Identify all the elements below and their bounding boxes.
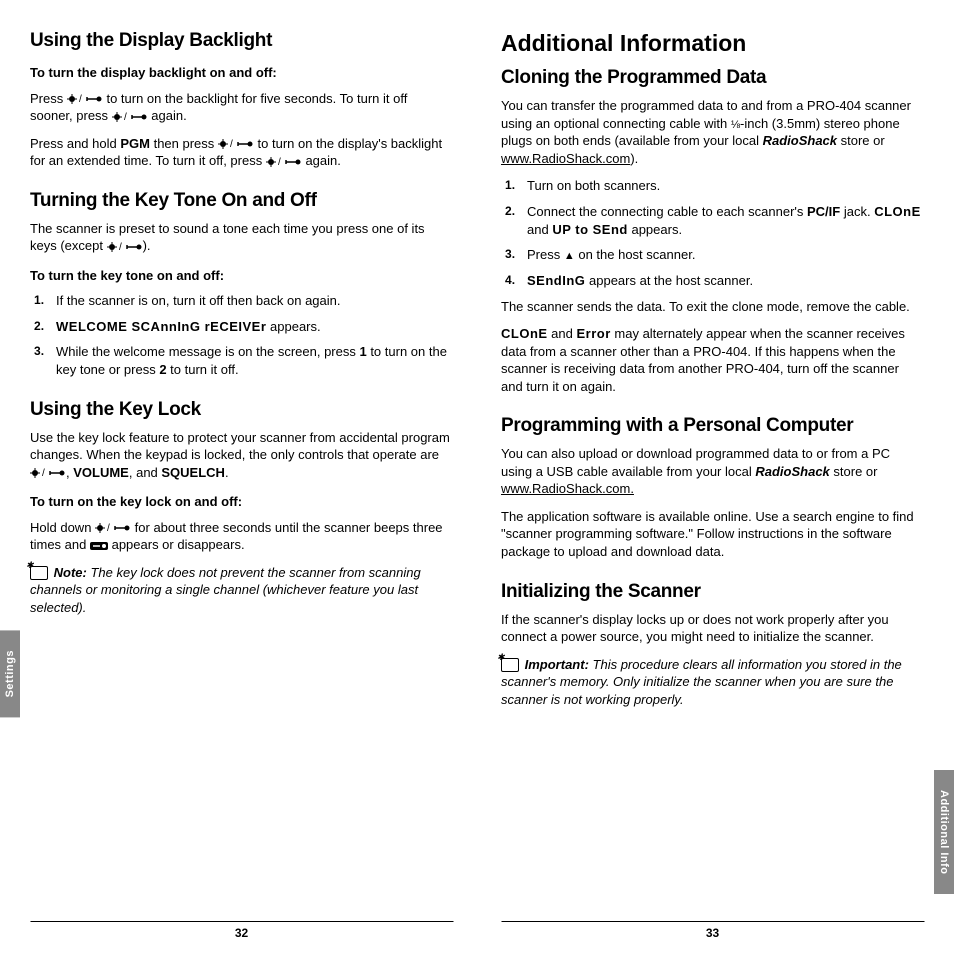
light-key-icon: /: [266, 157, 302, 167]
page-number-right: 33: [501, 921, 924, 940]
arrow-up-icon: ▲: [564, 250, 575, 262]
light-key-icon: /: [218, 139, 254, 149]
key-lock-icon: [90, 541, 108, 551]
para-pc-2: The application software is available on…: [501, 508, 924, 561]
para-cloning-1: You can transfer the programmed data to …: [501, 97, 924, 167]
list-keytone: If the scanner is on, turn it off then b…: [30, 292, 453, 378]
para-keylock-2: Hold down / for about three seconds unti…: [30, 519, 453, 554]
svg-text:/: /: [42, 468, 45, 478]
list-item: While the welcome message is on the scre…: [30, 343, 453, 378]
light-key-icon: /: [112, 112, 148, 122]
heading-additional-info: Additional Information: [501, 30, 924, 57]
svg-text:/: /: [79, 94, 82, 104]
light-key-icon: /: [30, 468, 66, 478]
heading-backlight: Using the Display Backlight: [30, 30, 453, 52]
note-keylock: Note: The key lock does not prevent the …: [30, 564, 453, 617]
para-cloning-3: CLOnE and Error may alternately appear w…: [501, 325, 924, 395]
light-key-icon: /: [107, 242, 143, 252]
tab-additional-info: Additional Info: [934, 770, 954, 894]
heading-cloning: Cloning the Programmed Data: [501, 67, 924, 89]
svg-text:/: /: [230, 139, 233, 149]
para-init-1: If the scanner's display locks up or doe…: [501, 611, 924, 646]
list-item: Press ▲ on the host scanner.: [501, 246, 924, 264]
para-backlight-1: Press / to turn on the backlight for fiv…: [30, 90, 453, 125]
page-left: Settings Using the Display Backlight To …: [30, 30, 453, 910]
svg-text:/: /: [119, 242, 122, 252]
para-keytone-1: The scanner is preset to sound a tone ea…: [30, 220, 453, 255]
list-cloning: Turn on both scanners. Connect the conne…: [501, 177, 924, 289]
important-init: Important: This procedure clears all inf…: [501, 656, 924, 709]
subhead-backlight: To turn the display backlight on and off…: [30, 64, 453, 82]
page-spread: Settings Using the Display Backlight To …: [30, 30, 924, 910]
subhead-keylock: To turn on the key lock on and off:: [30, 493, 453, 511]
light-key-icon: /: [95, 523, 131, 533]
heading-keytone: Turning the Key Tone On and Off: [30, 190, 453, 212]
para-cloning-2: The scanner sends the data. To exit the …: [501, 298, 924, 316]
heading-init: Initializing the Scanner: [501, 581, 924, 603]
page-right: Additional Info Additional Information C…: [501, 30, 924, 910]
heading-pc-programming: Programming with a Personal Computer: [501, 415, 924, 437]
note-icon: [501, 658, 519, 672]
para-pc-1: You can also upload or download programm…: [501, 445, 924, 498]
page-number-left: 32: [30, 921, 453, 940]
list-item: If the scanner is on, turn it off then b…: [30, 292, 453, 310]
list-item: WELCOME SCAnnInG rECEIVEr appears.: [30, 318, 453, 336]
list-item: Turn on both scanners.: [501, 177, 924, 195]
note-icon: [30, 566, 48, 580]
subhead-keytone: To turn the key tone on and off:: [30, 267, 453, 285]
tab-settings: Settings: [0, 630, 20, 717]
para-backlight-2: Press and hold PGM then press / to turn …: [30, 135, 453, 170]
svg-text:/: /: [278, 157, 281, 167]
list-item: SEndInG appears at the host scanner.: [501, 272, 924, 290]
svg-text:/: /: [124, 112, 127, 122]
light-key-icon: /: [67, 94, 103, 104]
heading-keylock: Using the Key Lock: [30, 399, 453, 421]
list-item: Connect the connecting cable to each sca…: [501, 203, 924, 238]
svg-text:/: /: [107, 523, 110, 533]
para-keylock-1: Use the key lock feature to protect your…: [30, 429, 453, 482]
